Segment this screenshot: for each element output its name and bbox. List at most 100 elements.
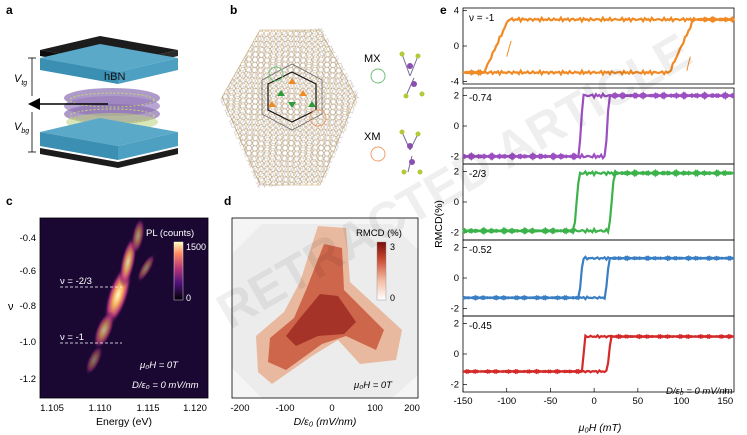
- d-xtick: -200: [230, 403, 249, 414]
- c-xtick: 1.105: [40, 403, 64, 414]
- panel-e-xticks: -150 -100 -50 0 50 100 150: [453, 388, 733, 407]
- sweep-arrow-up: [686, 56, 691, 71]
- top-hbn-layer: [40, 44, 178, 72]
- c-xtick: 1.110: [88, 403, 111, 414]
- e-xtick-label: 0: [591, 396, 596, 407]
- hysteresis-series-label: ν = -1: [469, 13, 495, 24]
- arrow-head-icon: [28, 98, 40, 110]
- c-ytick: -0.8: [20, 301, 36, 312]
- displacement-annotation-c: D/ε₀ = 0 mV/nm: [132, 380, 199, 391]
- panel-e: e 4 0 -4 ν = -1 2 0 -2 -0.74 2 0 -2 -2/3 2 0 -2 -0.52 2 0…: [433, 3, 735, 434]
- e-ytick-label: -2: [451, 227, 459, 238]
- panel-e-label: e: [440, 3, 447, 17]
- e-ytick-label: 0: [454, 121, 459, 132]
- panel-d-label: d: [224, 194, 231, 208]
- mx-structure-icon: [399, 51, 425, 99]
- d-xtick: 100: [367, 403, 383, 414]
- hysteresis-branch-down: [462, 333, 735, 375]
- pl-map-features: [85, 218, 156, 375]
- rmcd-colorbar-min: 0: [390, 293, 395, 303]
- rmcd-colorbar-title: RMCD (%): [356, 228, 402, 239]
- e-ytick-label: -2: [451, 303, 459, 314]
- hysteresis-subplot-frame: [462, 315, 735, 393]
- hysteresis-branch-down: [462, 255, 735, 301]
- e-ytick-label: 2: [454, 167, 459, 178]
- panel-d-xticks: -200 -100 0 100 200: [230, 403, 419, 414]
- sweep-arrow-down: [506, 40, 512, 57]
- e-ytick-label: 2: [454, 91, 459, 102]
- e-xtick-label: -100: [497, 396, 516, 407]
- e-ytick-label: -4: [451, 76, 459, 87]
- moire-lattice-bottom: [220, 28, 360, 188]
- hysteresis-branch-up: [462, 333, 734, 375]
- c-xtick: 1.120: [183, 403, 207, 414]
- panel-c-yticks: -0.4 -0.6 -0.8 -1.0 -1.2: [20, 233, 36, 385]
- e-ytick-label: 4: [454, 6, 459, 17]
- c-ylabel: ν: [8, 301, 14, 313]
- e-ytick-label: 0: [454, 349, 459, 360]
- rmcd-colorbar: [376, 241, 387, 301]
- xm-structure-icon: [399, 129, 423, 175]
- panel-c-label: c: [6, 194, 13, 208]
- d-xlabel: D/ε₀ (mV/nm): [294, 416, 357, 428]
- hysteresis-subplot-frame: [462, 239, 735, 317]
- d-xtick: -100: [275, 403, 294, 414]
- c-ytick: -1.0: [20, 337, 36, 348]
- field-annotation-c: μ₀H = 0T: [139, 360, 179, 371]
- panel-d: d RMCD (%) 3 0 μ₀H = 0T -200 -100 0 100 …: [224, 194, 420, 428]
- e-ytick-label: -2: [451, 151, 459, 162]
- hysteresis-subplots: 4 0 -4 ν = -1 2 0 -2 -0.74 2 0 -2 -2/3 2 0 -2 -0.52 2 0 -2…: [451, 6, 735, 393]
- e-xtick-label: -150: [453, 396, 472, 407]
- e-ytick-label: 0: [454, 273, 459, 284]
- e-xtick-label: -50: [544, 396, 558, 407]
- hysteresis-series-label: -0.74: [469, 93, 492, 104]
- field-annotation-d: μ₀H = 0T: [353, 380, 393, 391]
- hysteresis-branch-up: [462, 16, 735, 77]
- hysteresis-branch-up: [462, 255, 735, 301]
- spin-markers: [268, 78, 316, 108]
- displacement-annotation-e: D/ε₀ = 0 mV/nm: [666, 386, 733, 397]
- bottom-graphite-layer: [40, 148, 178, 168]
- hysteresis-branch-down: [462, 15, 735, 77]
- e-xtick-label: 150: [717, 396, 733, 407]
- e-ytick-label: 2: [454, 243, 459, 254]
- e-ytick-label: 0: [454, 197, 459, 208]
- c-xlabel: Energy (eV): [96, 416, 152, 428]
- c-ytick: -1.2: [20, 374, 36, 385]
- d-xtick: 0: [329, 403, 334, 414]
- panel-a: a Gr hBN Vtg Vbg: [6, 3, 178, 168]
- e-xtick-label: 100: [674, 396, 690, 407]
- rmcd-colorbar-max: 3: [390, 242, 395, 252]
- e-ytick-label: 0: [454, 41, 459, 52]
- hysteresis-branch-down: [462, 91, 735, 161]
- e-ytick-label: -2: [451, 379, 459, 390]
- hbn-label: hBN: [104, 71, 125, 83]
- panel-b: b MX XM: [220, 3, 425, 188]
- filling-annotation-2-3: ν = -2/3: [60, 276, 92, 287]
- top-gate-voltage-label: Vtg: [14, 73, 27, 87]
- panel-a-label: a: [6, 3, 13, 17]
- filling-annotation-1: ν = -1: [60, 332, 84, 343]
- xm-stacking-marker: [370, 146, 386, 162]
- pl-colorbar-title: PL (counts): [146, 228, 194, 239]
- panel-c-xticks: 1.105 1.110 1.115 1.120: [40, 403, 207, 414]
- d-xtick: 200: [404, 403, 420, 414]
- e-ylabel: RMCD(%): [433, 200, 445, 248]
- pl-colorbar-min: 0: [186, 293, 191, 303]
- pl-colorbar-max: 1500: [186, 242, 206, 252]
- hysteresis-series-label: -0.45: [469, 321, 492, 332]
- mx-stacking-label: MX: [364, 53, 381, 65]
- c-ytick: -0.4: [20, 233, 36, 244]
- hysteresis-series-label: -0.52: [469, 245, 492, 256]
- panel-b-label: b: [230, 3, 237, 17]
- mx-stacking-marker: [370, 68, 386, 84]
- bottom-gate-voltage-label: Vbg: [14, 121, 29, 135]
- e-xtick-label: 50: [633, 396, 644, 407]
- c-ytick: -0.6: [20, 266, 36, 277]
- e-xlabel: μ₀H (mT): [578, 422, 622, 434]
- c-xtick: 1.115: [136, 403, 159, 414]
- pl-colorbar: [173, 241, 184, 301]
- hysteresis-series-label: -2/3: [469, 169, 487, 180]
